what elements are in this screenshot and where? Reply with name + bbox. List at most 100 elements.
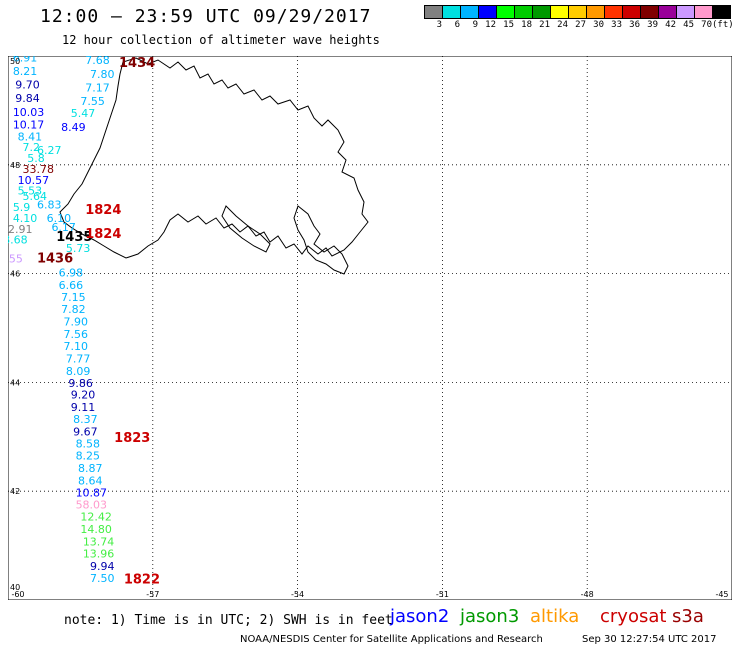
- colorbar-label: 18: [521, 20, 532, 30]
- wave-height-value: 6.27: [37, 144, 62, 157]
- wave-height-value: 4.55: [8, 253, 23, 266]
- wave-height-value: 7.17: [85, 81, 110, 94]
- map-title: 12:00 — 23:59 UTC 09/29/2017: [40, 6, 372, 27]
- wave-height-value: 8.49: [61, 121, 86, 134]
- wave-height-value: 6.98: [59, 266, 84, 279]
- pass-time-label: 1824: [85, 203, 121, 218]
- wave-height-value: 7.80: [90, 68, 115, 81]
- colorbar-labels: 3 6 9 12 15 18 21 24 27 30 33 36 39 42 45 70 (ft): [424, 20, 734, 30]
- colorbar-label: 33: [611, 20, 622, 30]
- axis-tick-labels: -60 -57 -54 -51 -48 -45 50 48 46 44 42 40: [10, 57, 729, 599]
- wave-height-value: 7.10: [64, 340, 89, 353]
- wave-height-value: 9.11: [71, 401, 96, 414]
- wave-height-value: 7.90: [64, 315, 89, 328]
- wave-height-value: 6.91: [13, 56, 38, 64]
- wave-height-value: 7.56: [64, 328, 89, 341]
- satellite-jason3: jason3: [460, 606, 520, 627]
- colorbar-swatch: [641, 6, 659, 18]
- wave-height-value: 8.21: [13, 65, 38, 78]
- wave-height-value: 5.8: [27, 152, 45, 165]
- wave-height-value: 12.42: [80, 511, 112, 524]
- wave-height-value: 5.47: [71, 107, 96, 120]
- wave-height-value: 7.68: [85, 56, 110, 67]
- wave-height-value: 5.73: [66, 242, 91, 255]
- wave-height-value: 13.96: [83, 548, 115, 561]
- wave-height-value: 4.10: [13, 212, 38, 225]
- wave-height-value: 7.55: [80, 95, 105, 108]
- pass-time-label: 1436: [37, 252, 73, 267]
- latitude-tick-label: 48: [10, 161, 20, 170]
- coastline-newfoundland: [59, 57, 369, 275]
- colorbar-swatch: [533, 6, 551, 18]
- units-note: note: 1) Time is in UTC; 2) SWH is in fe…: [64, 613, 393, 628]
- satellite-s3a: s3a: [672, 606, 704, 627]
- wave-height-value: 8.37: [73, 413, 98, 426]
- wave-height-value: 6.83: [37, 198, 62, 211]
- colorbar-swatch: [461, 6, 479, 18]
- wave-height-value: 9.70: [15, 79, 39, 92]
- wave-height-value: 14.80: [80, 523, 112, 536]
- wave-height-labels: 6.91 7.68 8.21 7.80 9.70 7.17 9.84 7.55 10.03 5.4…: [8, 56, 115, 585]
- map-subtitle: 12 hour collection of altimeter wave hei…: [62, 33, 380, 47]
- colorbar-label: 6: [454, 20, 460, 30]
- wave-height-value: 8.09: [66, 365, 91, 378]
- pass-time-label: 1822: [124, 573, 160, 588]
- wave-height-value: 9.86: [68, 377, 93, 390]
- colorbar-swatch: [497, 6, 515, 18]
- map-border: [8, 56, 732, 600]
- colorbar-label: (ft): [712, 20, 734, 30]
- wave-height-value: 8.87: [78, 462, 103, 475]
- colorbar-label: 42: [665, 20, 676, 30]
- latitude-tick-label: 40: [10, 583, 20, 592]
- wave-height-value: 5.9: [13, 201, 31, 214]
- wave-height-value: 33.78: [22, 163, 54, 176]
- satellite-cryosat: cryosat: [600, 606, 667, 627]
- colorbar-label: 30: [593, 20, 604, 30]
- longitude-tick-label: -45: [715, 590, 728, 599]
- colorbar-label: 27: [575, 20, 586, 30]
- graticule: [8, 56, 732, 600]
- colorbar-label: 36: [629, 20, 640, 30]
- longitude-tick-label: -54: [291, 590, 304, 599]
- wave-height-value: 7.2: [22, 141, 40, 154]
- colorbar-swatch: [713, 6, 730, 18]
- wave-height-value: 58.03: [76, 499, 108, 512]
- wave-height-value: 7.15: [61, 291, 86, 304]
- wave-height-value: 2.91: [8, 223, 33, 236]
- avalon-peninsula: [293, 205, 349, 275]
- wave-height-value: 3.68: [8, 234, 28, 247]
- colorbar-label: 9: [472, 20, 478, 30]
- satellite-altika: altika: [530, 606, 580, 627]
- colorbar-swatch: [587, 6, 605, 18]
- wave-height-value: 10.17: [13, 118, 45, 131]
- wave-height-value: 10.57: [18, 174, 50, 187]
- colorbar-swatch: [479, 6, 497, 18]
- longitude-tick-label: -48: [581, 590, 594, 599]
- longitude-tick-label: -51: [436, 590, 449, 599]
- satellite-jason2: jason2: [390, 606, 450, 627]
- wave-height-value: 5.64: [22, 190, 47, 203]
- wave-height-value: 9.20: [71, 389, 96, 402]
- colorbar-label: 45: [683, 20, 694, 30]
- wave-height-value: 5.53: [18, 185, 43, 198]
- colorbar-label: 12: [485, 20, 496, 30]
- wave-height-value: 8.25: [76, 450, 101, 463]
- wave-height-value: 10.87: [76, 487, 108, 500]
- wave-height-value: 9.67: [73, 426, 98, 439]
- wave-height-value: 10.03: [13, 106, 45, 119]
- latitude-tick-label: 44: [10, 378, 20, 387]
- wave-height-value: 9.94: [90, 560, 115, 573]
- wave-height-value: 6.66: [59, 279, 84, 292]
- wave-height-value: 7.50: [90, 572, 115, 585]
- pass-time-label: 1435: [56, 230, 92, 245]
- colorbar-swatch: [677, 6, 695, 18]
- colorbar: [424, 5, 731, 19]
- wave-height-value: 9.84: [15, 92, 39, 105]
- colorbar-swatch: [551, 6, 569, 18]
- colorbar-label: 3: [436, 20, 442, 30]
- latitude-tick-label: 46: [10, 270, 20, 279]
- colorbar-swatch: [695, 6, 713, 18]
- latitude-tick-label: 42: [10, 487, 20, 496]
